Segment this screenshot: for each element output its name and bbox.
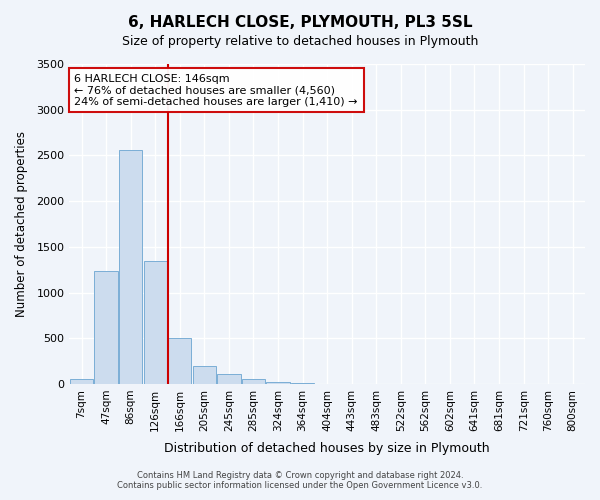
Bar: [168, 338, 191, 384]
X-axis label: Distribution of detached houses by size in Plymouth: Distribution of detached houses by size …: [164, 442, 490, 455]
Bar: [193, 366, 216, 384]
Text: Contains HM Land Registry data © Crown copyright and database right 2024.
Contai: Contains HM Land Registry data © Crown c…: [118, 470, 482, 490]
Bar: [217, 374, 241, 384]
Bar: [266, 382, 290, 384]
Bar: [94, 272, 118, 384]
Text: 6, HARLECH CLOSE, PLYMOUTH, PL3 5SL: 6, HARLECH CLOSE, PLYMOUTH, PL3 5SL: [128, 15, 472, 30]
Bar: [143, 262, 167, 384]
Bar: [119, 150, 142, 384]
Text: 6 HARLECH CLOSE: 146sqm
← 76% of detached houses are smaller (4,560)
24% of semi: 6 HARLECH CLOSE: 146sqm ← 76% of detache…: [74, 74, 358, 107]
Bar: [242, 380, 265, 384]
Text: Size of property relative to detached houses in Plymouth: Size of property relative to detached ho…: [122, 35, 478, 48]
Bar: [70, 380, 93, 384]
Y-axis label: Number of detached properties: Number of detached properties: [15, 131, 28, 317]
